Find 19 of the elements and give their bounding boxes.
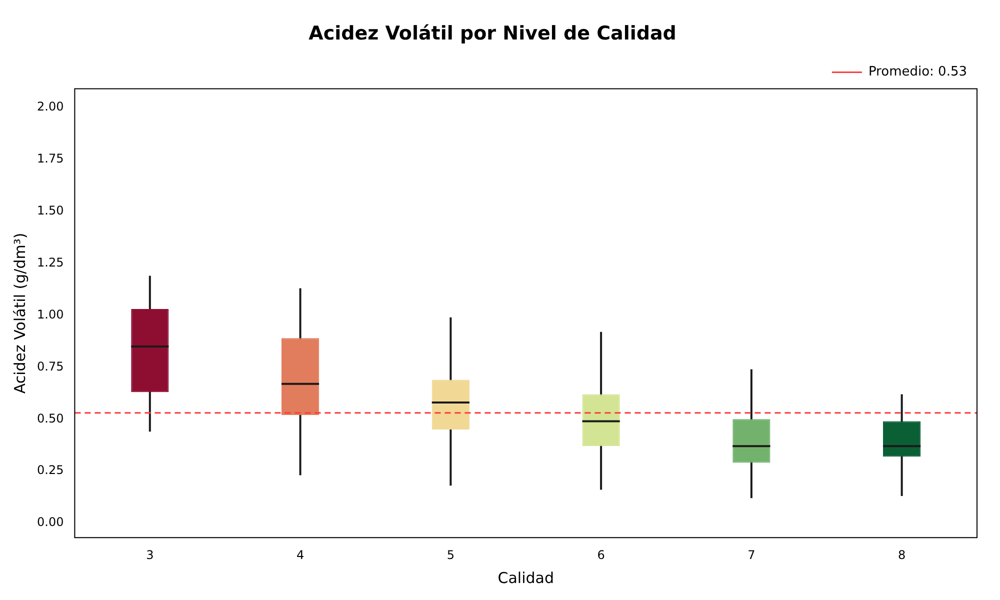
x-tick-label: 4 [296, 548, 304, 562]
x-tick-label: 6 [597, 548, 605, 562]
y-tick-label: 0.00 [37, 515, 64, 530]
y-tick-label: 0.50 [37, 411, 64, 426]
y-tick-label: 0.75 [37, 359, 64, 374]
legend-label: Promedio: 0.53 [868, 64, 967, 80]
x-tick-label: 8 [898, 548, 906, 562]
x-tick-label: 5 [446, 548, 454, 562]
y-tick-label: 0.25 [37, 463, 64, 478]
y-axis-title: Acidez Volátil (g/dm³) [10, 232, 29, 394]
y-tick-label: 1.25 [37, 255, 64, 270]
y-tick-label: 1.50 [37, 204, 64, 218]
x-axis-title: Calidad [498, 568, 554, 587]
y-tick-label: 1.75 [37, 152, 64, 166]
chart-title: Acidez Volátil por Nivel de Calidad [308, 22, 676, 44]
y-tick-label: 1.00 [37, 307, 64, 322]
x-tick-label: 3 [146, 548, 154, 562]
y-tick-label: 2.00 [37, 100, 64, 114]
x-tick-label: 7 [748, 548, 756, 562]
